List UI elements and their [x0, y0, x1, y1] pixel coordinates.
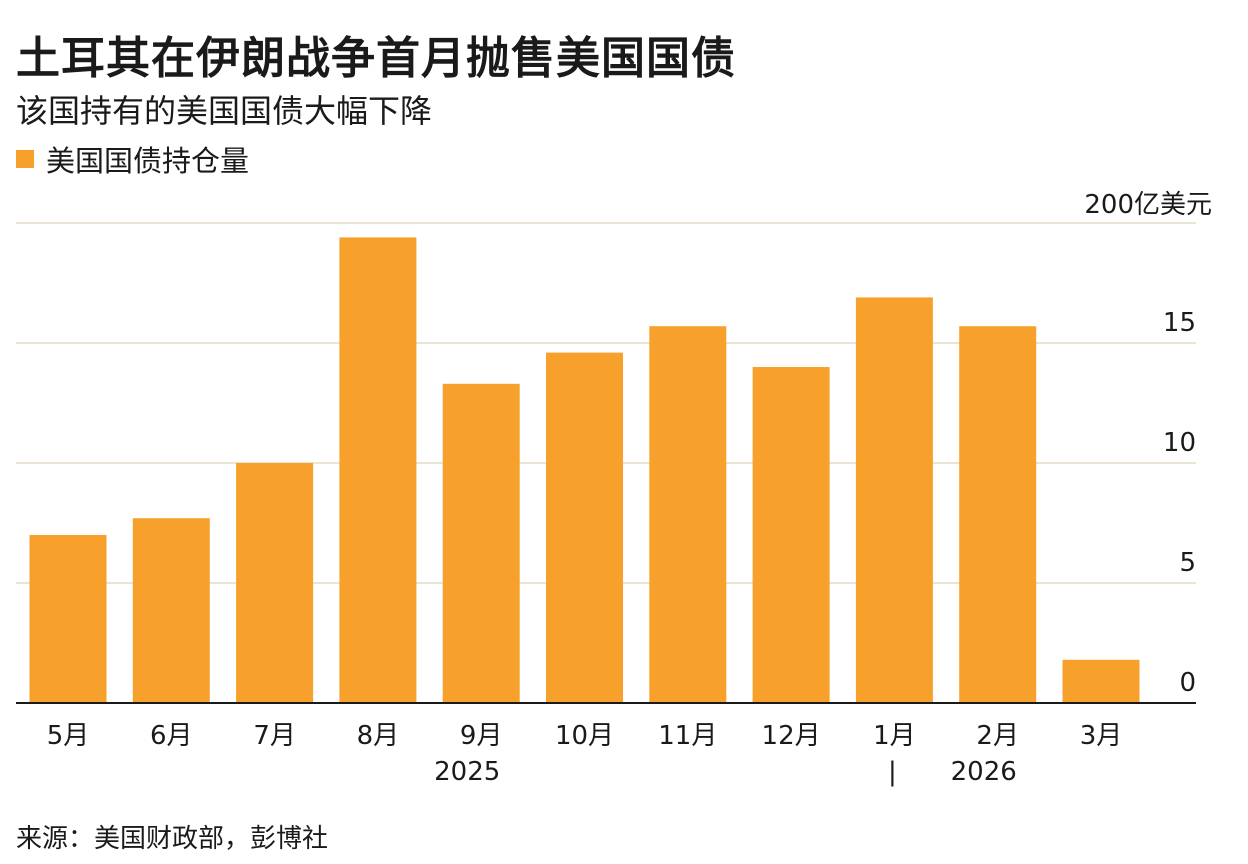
year-label: 2026: [951, 757, 1017, 787]
bar: [1062, 659, 1140, 703]
bar: [546, 352, 623, 703]
y-tick-label: 15: [1163, 308, 1196, 338]
x-tick-label: 2月: [976, 721, 1019, 751]
bar: [442, 383, 520, 703]
legend-label: 美国国债持仓量: [46, 144, 250, 178]
x-tick-label: 11月: [658, 721, 717, 751]
bar: [649, 326, 727, 703]
x-tick-label: 9月: [460, 721, 503, 751]
x-tick-label: 6月: [150, 721, 193, 751]
year-label: 2025: [434, 757, 500, 787]
bar: [339, 237, 417, 703]
x-tick-label: 12月: [762, 721, 821, 751]
label-layer: 0 5 10 15 5月 6月 7月 8月 9月 10月 11月 12月 1月 2月 3月 2025 2026 |: [16, 308, 1196, 787]
bar: [959, 326, 1037, 703]
bar: [752, 367, 830, 703]
y-tick-label: 10: [1163, 428, 1196, 458]
bar-layer: [29, 237, 1140, 703]
chart-subtitle: 该国持有的美国国债大幅下降: [16, 92, 433, 130]
x-tick-label: 5月: [47, 721, 90, 751]
x-tick-label: 10月: [555, 721, 614, 751]
x-tick-label: 7月: [253, 721, 296, 751]
y-tick-label: 5: [1179, 548, 1196, 578]
bar: [29, 535, 107, 703]
legend: 美国国债持仓量: [16, 138, 249, 180]
x-tick-label: 1月: [873, 721, 916, 751]
bar: [132, 518, 210, 703]
x-tick-label: 8月: [357, 721, 400, 751]
year-divider: |: [888, 757, 897, 787]
source-note: 来源：美国财政部，彭博社: [16, 824, 329, 854]
bar: [855, 297, 933, 703]
y-tick-label: 0: [1179, 668, 1196, 698]
x-tick-label: 3月: [1080, 721, 1123, 751]
bar: [236, 463, 314, 703]
y-axis-unit-label: 200亿美元: [1084, 190, 1212, 220]
chart-title: 土耳其在伊朗战争首月抛售美国国债: [16, 33, 736, 84]
legend-swatch: [16, 150, 34, 168]
